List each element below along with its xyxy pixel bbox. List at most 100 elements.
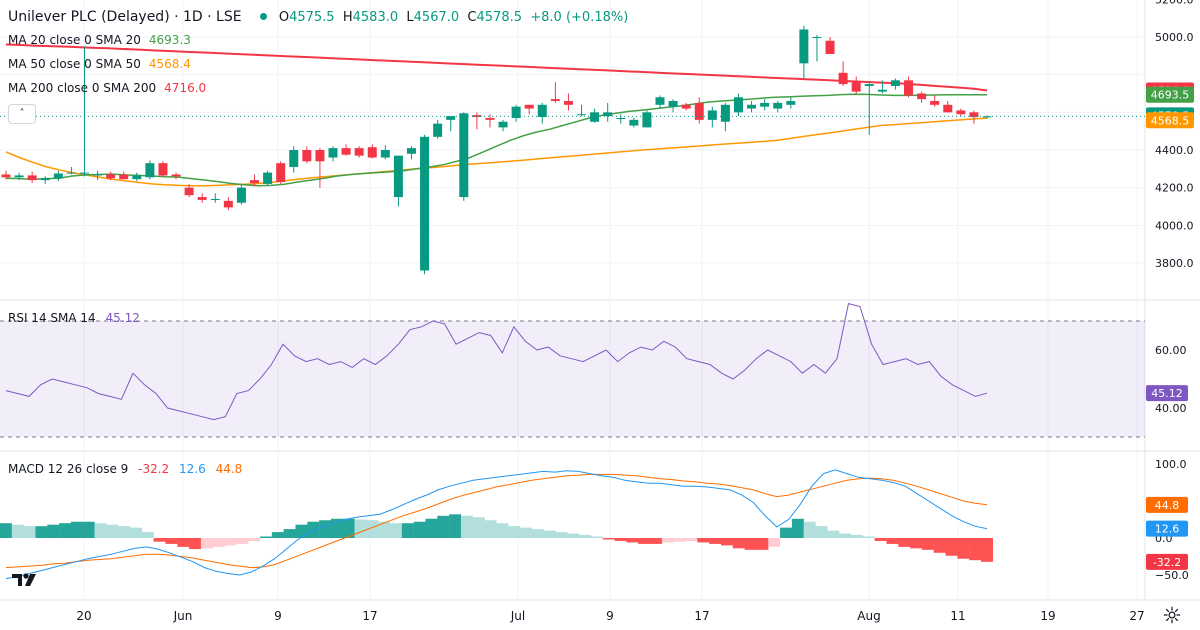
indicator-ma20[interactable]: MA 20 close 0 SMA 20 4693.3 (8, 33, 191, 47)
rsi-badge-bg (1146, 385, 1188, 402)
candle-body (66, 172, 76, 174)
candle-body (563, 101, 573, 105)
candle (263, 170, 273, 186)
candle (485, 114, 495, 128)
time-axis-label: 9 (606, 609, 614, 623)
candle (276, 161, 286, 184)
candle (799, 25, 809, 79)
candle-body (302, 150, 312, 162)
candle-body (642, 112, 652, 128)
macd-hist-bar (165, 538, 178, 544)
high-label: H (342, 10, 353, 25)
macd-legend[interactable]: MACD 12 26 close 9 -32.2 12.6 44.8 (8, 462, 242, 476)
candle-body (838, 72, 848, 85)
candle-body (406, 148, 416, 154)
candle (66, 166, 76, 175)
macd-hist-bar (437, 515, 450, 538)
macd-hist-bar (543, 530, 556, 538)
candle (720, 102, 730, 132)
candle (14, 172, 24, 181)
candle-body (930, 101, 940, 105)
macd-hist-bar (969, 538, 982, 561)
candle (315, 148, 325, 188)
macd-hist-bar (472, 517, 485, 538)
candle-body (590, 112, 600, 122)
candle-body (524, 104, 534, 109)
collapse-legend-button[interactable]: ˄ (8, 104, 36, 124)
macd-hist-bar (271, 532, 284, 538)
candle (420, 134, 430, 275)
price-pane[interactable] (0, 25, 1145, 275)
symbol-title[interactable]: Unilever PLC (Delayed) · 1D · LSE (8, 9, 242, 25)
close-value: 4578.5 (476, 10, 523, 25)
candle (537, 102, 547, 124)
candle (459, 112, 469, 201)
macd-line-value: 12.6 (179, 462, 206, 476)
gear-icon[interactable] (1163, 606, 1181, 624)
macd-hist-bar (496, 523, 509, 538)
macd-hist-bar (177, 538, 190, 547)
time-axis-label: 17 (694, 609, 709, 623)
macd-hist-bar (141, 532, 154, 538)
candle-body (694, 102, 704, 120)
rsi-legend[interactable]: RSI 14 SMA 14 45.12 (8, 311, 140, 325)
macd-hist-bar (283, 529, 296, 538)
close-label: C (467, 10, 477, 25)
candle (106, 171, 116, 181)
candle-body (40, 178, 50, 181)
candle (890, 78, 900, 90)
candle (1, 170, 11, 180)
indicator-ma50[interactable]: MA 50 close 0 SMA 50 4568.4 (8, 57, 191, 71)
candle-body (982, 116, 992, 118)
candle (982, 115, 992, 119)
macd-pane[interactable] (0, 469, 993, 580)
candle (773, 101, 783, 113)
macd-badge: 44.8 (1146, 496, 1188, 513)
macd-hist-bar (590, 536, 603, 538)
candle (864, 82, 874, 135)
macd-hist-bar (673, 538, 686, 542)
candle (943, 101, 953, 113)
rsi-pane[interactable] (0, 302, 1145, 438)
candle-body (132, 175, 142, 180)
indicator-ma200[interactable]: MA 200 close 0 SMA 200 4716.0 (8, 81, 206, 95)
macd-hist-bar (910, 538, 923, 549)
macd-hist-bar (153, 538, 166, 542)
indicator-label: MA 20 close 0 SMA 20 (8, 33, 141, 47)
rsi-value: 45.12 (105, 311, 140, 325)
macd-signal-line (5, 473, 988, 569)
candle (380, 145, 390, 160)
candle (851, 76, 861, 94)
price-badge-bg (1146, 112, 1194, 129)
macd-hist-bar (248, 538, 261, 541)
tradingview-logo-icon[interactable] (10, 568, 40, 592)
candle (446, 116, 456, 132)
candle-body (236, 187, 246, 203)
candle (642, 110, 652, 128)
time-axis-label: 19 (1040, 609, 1055, 623)
candle-body (825, 40, 835, 54)
macd-hist-bar (697, 538, 710, 543)
macd-badge-label: -32.2 (1153, 556, 1181, 569)
candle (132, 172, 142, 182)
price-axis-label: 4000.0 (1155, 219, 1194, 232)
candle-body (380, 150, 390, 158)
macd-hist-bar (106, 524, 119, 538)
candle-body (315, 150, 325, 162)
candle (302, 146, 312, 164)
price-badge: 4568.5 (1146, 112, 1194, 129)
candle (747, 101, 757, 113)
time-axis-label: 17 (362, 609, 377, 623)
price-badge-bg (1146, 86, 1194, 103)
candle-body (184, 187, 194, 196)
candle (760, 99, 770, 111)
market-status-icon (259, 13, 267, 20)
price-axis-label: 5000.0 (1155, 31, 1194, 44)
candle (27, 171, 37, 183)
candle-body (655, 97, 665, 105)
candle-body (616, 117, 626, 119)
candle (119, 171, 129, 180)
candle (812, 35, 822, 62)
